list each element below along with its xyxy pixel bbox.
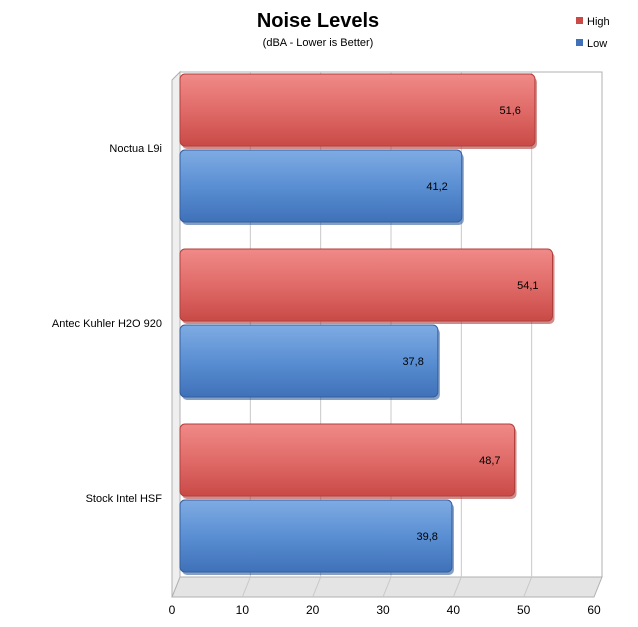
value-label: 37,8 xyxy=(402,356,423,368)
value-label: 54,1 xyxy=(517,280,538,292)
category-label: Noctua L9i xyxy=(109,143,162,155)
legend-label-high: High xyxy=(587,16,610,28)
x-tick-label: 60 xyxy=(587,603,601,617)
category-labels: Noctua L9i Antec Kuhler H2O 920 Stock Inte… xyxy=(52,143,162,505)
floor-gridline-40 xyxy=(452,576,462,598)
floor-gridline-30 xyxy=(382,576,392,598)
x-tick-label: 50 xyxy=(517,603,531,617)
bar-high xyxy=(179,423,516,497)
legend: High Low xyxy=(576,16,610,50)
bar-low xyxy=(179,149,463,223)
value-label: 48,7 xyxy=(479,455,500,467)
floor-gridline-50 xyxy=(523,576,533,598)
bar-high xyxy=(179,248,554,322)
floor-gridline-10 xyxy=(241,576,251,598)
x-tick-label: 20 xyxy=(306,603,320,617)
legend-swatch-high xyxy=(576,17,583,24)
bar-high xyxy=(179,73,536,147)
bar-low xyxy=(179,499,453,573)
chart-subtitle: (dBA - Lower is Better) xyxy=(263,37,374,49)
chart-title: Noise Levels xyxy=(257,10,379,32)
value-label: 41,2 xyxy=(426,181,447,193)
category-label: Stock Intel HSF xyxy=(86,493,163,505)
value-label: 51,6 xyxy=(499,105,520,117)
x-tick-label: 0 xyxy=(169,603,176,617)
bars xyxy=(179,73,555,575)
category-label: Antec Kuhler H2O 920 xyxy=(52,318,162,330)
x-tick-label: 30 xyxy=(376,603,390,617)
x-axis-ticks: 0 10 20 30 40 50 60 xyxy=(169,603,601,617)
legend-swatch-low xyxy=(576,39,583,46)
plot-side-wall xyxy=(171,70,181,598)
value-label: 39,8 xyxy=(417,531,438,543)
bar-low xyxy=(179,324,439,398)
x-tick-label: 10 xyxy=(236,603,250,617)
legend-label-low: Low xyxy=(587,38,607,50)
value-labels: 51,6 41,2 54,1 37,8 48,7 39,8 xyxy=(402,105,538,543)
x-tick-label: 40 xyxy=(447,603,461,617)
floor-gridline-20 xyxy=(312,576,322,598)
